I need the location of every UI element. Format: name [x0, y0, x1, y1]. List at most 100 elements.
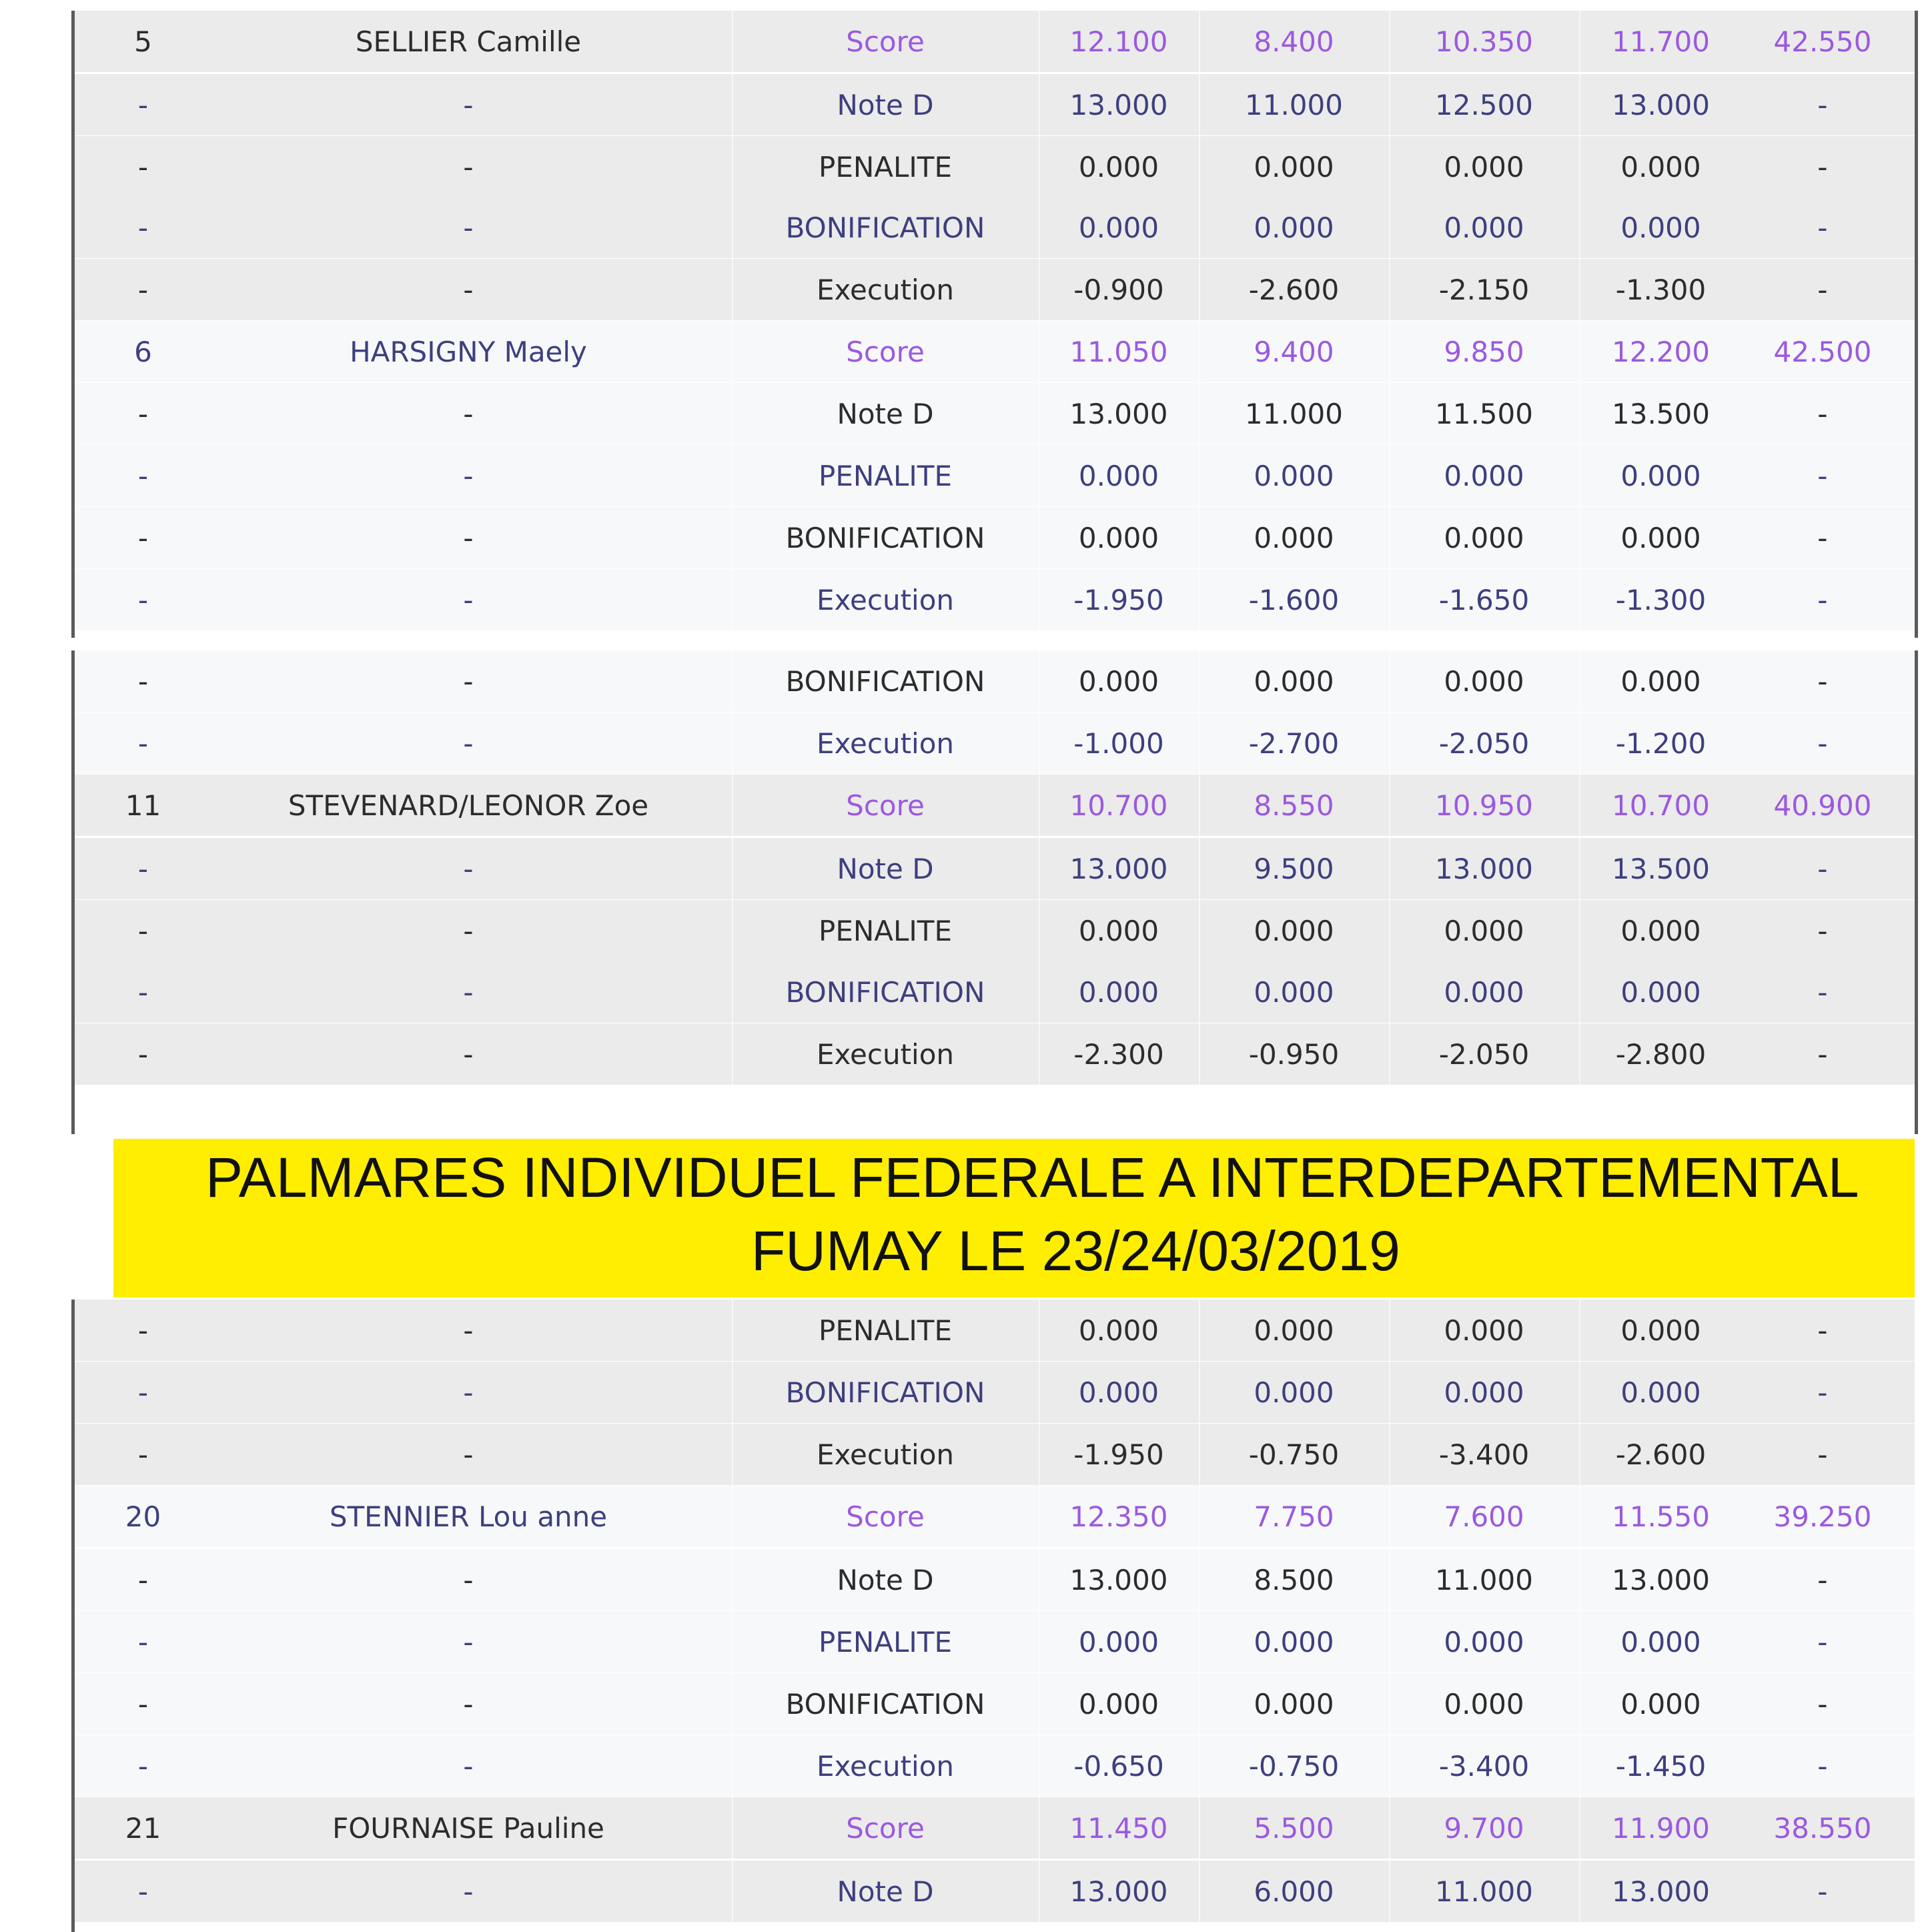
row-label-cell: Execution: [816, 583, 955, 616]
apparatus-value-cell: 13.000: [1069, 88, 1168, 121]
detail-row: - - PENALITE 0.000 0.000 0.000 0.000 -: [75, 1300, 1915, 1362]
athlete-name-cell: -: [463, 852, 474, 885]
column-divider: [1579, 838, 1580, 899]
total-cell: -: [1817, 150, 1828, 183]
rank-cell: -: [137, 1563, 149, 1596]
row-label-cell: PENALITE: [819, 1314, 952, 1347]
total-cell: -: [1817, 852, 1828, 885]
detail-row: - - BONIFICATION 0.000 0.000 0.000 0.000 -: [75, 1673, 1915, 1736]
total-cell: -: [1817, 1875, 1828, 1908]
row-label-cell: Execution: [816, 273, 955, 306]
column-divider: [1199, 1735, 1200, 1797]
column-divider: [732, 1300, 733, 1361]
apparatus-value-cell: -1.950: [1073, 1438, 1164, 1471]
detail-row: - - PENALITE 0.000 0.000 0.000 0.000 -: [75, 900, 1915, 963]
apparatus-value-cell: 0.000: [1444, 521, 1524, 554]
apparatus-value-cell: -3.400: [1438, 1749, 1530, 1783]
column-divider: [1579, 11, 1580, 72]
detail-row: - - PENALITE 0.000 0.000 0.000 0.000 -: [75, 1611, 1915, 1674]
apparatus-value-cell: 0.000: [1254, 1314, 1334, 1347]
column-divider: [1389, 1797, 1390, 1859]
column-divider: [1389, 900, 1390, 961]
apparatus-value-cell: 0.000: [1620, 664, 1701, 698]
apparatus-value-cell: 0.000: [1254, 664, 1334, 698]
column-divider: [732, 838, 733, 899]
athlete-name-cell: HARSIGNY Maely: [350, 335, 587, 368]
apparatus-value-cell: -0.950: [1248, 1037, 1340, 1071]
total-cell: -: [1817, 1625, 1828, 1658]
total-cell: -: [1817, 459, 1828, 492]
apparatus-value-cell: 0.000: [1444, 1687, 1524, 1721]
rank-cell: -: [137, 975, 149, 1009]
apparatus-value-cell: 13.000: [1069, 852, 1168, 885]
total-cell: -: [1817, 1563, 1828, 1596]
column-divider: [732, 1023, 733, 1085]
detail-row: - - BONIFICATION 0.000 0.000 0.000 0.000 -: [75, 961, 1915, 1024]
column-divider: [732, 1486, 733, 1547]
column-divider: [732, 1861, 733, 1922]
athlete-name-cell: -: [463, 397, 474, 430]
apparatus-value-cell: 0.000: [1078, 1314, 1159, 1347]
detail-row: - - BONIFICATION 0.000 0.000 0.000 0.000 -: [75, 507, 1915, 570]
rank-cell: -: [137, 1376, 149, 1409]
total-cell: 38.550: [1773, 1811, 1872, 1845]
athlete-name-cell: -: [463, 1563, 474, 1596]
apparatus-value-cell: 13.000: [1069, 1875, 1168, 1908]
column-divider: [1579, 775, 1580, 836]
total-cell: -: [1817, 88, 1828, 121]
apparatus-value-cell: -0.750: [1248, 1749, 1340, 1783]
apparatus-value-cell: -1.950: [1073, 583, 1164, 616]
apparatus-value-cell: 9.700: [1444, 1811, 1524, 1845]
column-divider: [1579, 961, 1580, 1023]
column-divider: [1199, 1611, 1200, 1672]
column-divider: [1039, 11, 1040, 72]
apparatus-value-cell: -2.300: [1073, 1037, 1164, 1071]
apparatus-value-cell: 13.000: [1612, 1563, 1710, 1596]
column-divider: [1579, 1486, 1580, 1547]
column-divider: [1579, 445, 1580, 506]
column-divider: [1199, 1797, 1200, 1859]
column-divider: [1389, 507, 1390, 568]
column-divider: [732, 259, 733, 320]
apparatus-value-cell: 0.000: [1620, 914, 1701, 947]
column-divider: [1199, 1424, 1200, 1485]
apparatus-value-cell: -1.300: [1615, 273, 1707, 306]
column-divider: [1199, 259, 1200, 320]
apparatus-value-cell: 0.000: [1444, 211, 1524, 244]
row-label-cell: Note D: [837, 1875, 934, 1908]
total-cell: -: [1817, 1037, 1828, 1071]
column-divider: [1389, 259, 1390, 320]
column-divider: [732, 507, 733, 568]
apparatus-value-cell: 0.000: [1620, 1687, 1701, 1721]
apparatus-value-cell: 9.850: [1444, 335, 1524, 368]
detail-row: - - Execution -2.300 -0.950 -2.050 -2.800 -: [75, 1023, 1915, 1086]
apparatus-value-cell: -1.650: [1438, 583, 1530, 616]
apparatus-value-cell: 13.000: [1612, 1875, 1710, 1908]
apparatus-value-cell: -2.600: [1615, 1438, 1707, 1471]
athlete-name-cell: STEVENARD/LEONOR Zoe: [288, 789, 649, 822]
apparatus-value-cell: 11.000: [1245, 88, 1343, 121]
apparatus-value-cell: -0.750: [1248, 1438, 1340, 1471]
column-divider: [1389, 74, 1390, 135]
row-label-cell: Score: [846, 1500, 925, 1533]
column-divider: [1579, 74, 1580, 135]
athlete-name-cell: -: [463, 1749, 474, 1783]
row-label-cell: Note D: [837, 1563, 934, 1596]
row-label-cell: Note D: [837, 397, 934, 430]
column-divider: [1039, 961, 1040, 1023]
apparatus-value-cell: 13.500: [1612, 397, 1710, 430]
column-divider: [732, 650, 733, 712]
column-divider: [732, 1362, 733, 1423]
apparatus-value-cell: 13.500: [1612, 852, 1710, 885]
column-divider: [1389, 321, 1390, 382]
rank-cell: -: [137, 150, 149, 183]
row-label-cell: Execution: [816, 1749, 955, 1783]
detail-row: - - Note D 13.000 8.500 11.000 13.000 -: [75, 1549, 1915, 1612]
column-divider: [1579, 1023, 1580, 1085]
athlete-name-cell: -: [463, 1875, 474, 1908]
column-divider: [1579, 1362, 1580, 1423]
apparatus-value-cell: -2.150: [1438, 273, 1530, 306]
rank-cell: 21: [125, 1811, 161, 1845]
apparatus-value-cell: 0.000: [1254, 521, 1334, 554]
detail-row: - - Execution -0.650 -0.750 -3.400 -1.450 -: [75, 1735, 1915, 1798]
